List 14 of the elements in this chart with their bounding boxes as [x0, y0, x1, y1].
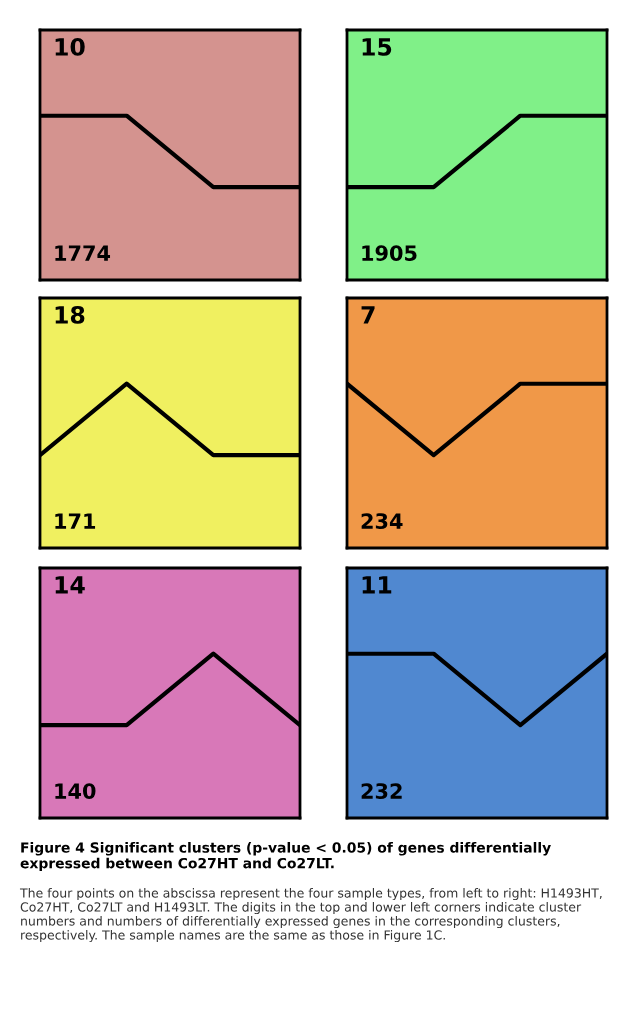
caption: Figure 4 Significant clusters (p-value < 0.05) of genes differentially expressed between Co27HT and Co27LT. [20, 842, 551, 872]
text: 1905 [362, 245, 417, 261]
chart-title: 14 [55, 576, 85, 594]
chart-title: 15 [362, 38, 392, 56]
text: 140 [55, 783, 96, 799]
chart-title: 7 [361, 306, 375, 324]
chart-title: 18 [55, 305, 85, 324]
text: 1774 [55, 245, 111, 261]
chart-title: 10 [55, 37, 85, 56]
text: 171 [55, 513, 96, 529]
text: 234 [361, 513, 403, 529]
chart-title: 11 [362, 576, 392, 594]
text: 232 [361, 783, 402, 799]
text: The four points on the abscissa represent the four sample types, from left to right: H1493HT, Co27HT, Co27LT and H1493LT. The digits in the top and lower left corners indicate cluster numbers and numbers of differentially expressed genes in the corresponding clusters, respectively. The sample names are the same as those in Figure 1C. [19, 888, 602, 943]
